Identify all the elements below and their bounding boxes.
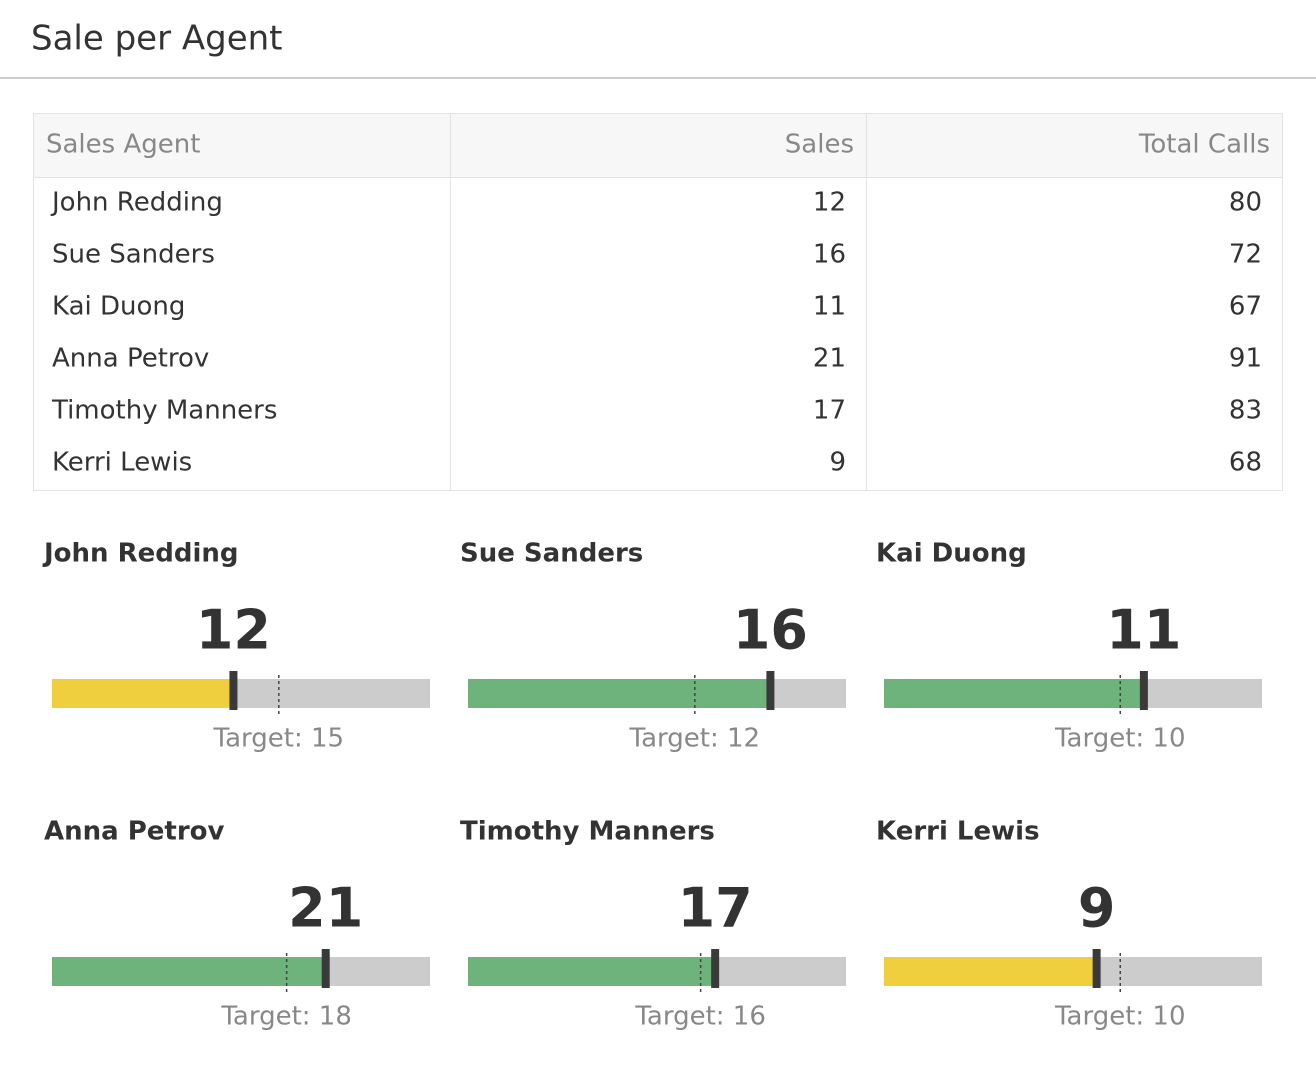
gauge-bar bbox=[52, 957, 326, 986]
gauge-bar bbox=[52, 679, 234, 708]
target-label: Target: 16 bbox=[634, 1002, 766, 1032]
table-header-bg bbox=[34, 114, 1282, 177]
column-header: Sales bbox=[785, 130, 854, 160]
gauge-name: Timothy Manners bbox=[460, 817, 715, 847]
value-marker bbox=[229, 671, 238, 710]
table-cell: Kerri Lewis bbox=[52, 448, 192, 478]
table-cell: 11 bbox=[813, 292, 846, 322]
gauge-value: 9 bbox=[1078, 877, 1116, 940]
table-cell: 21 bbox=[813, 344, 846, 374]
target-label: Target: 15 bbox=[213, 724, 345, 754]
value-marker bbox=[1139, 671, 1148, 710]
table-cell: 83 bbox=[1229, 396, 1262, 426]
table-cell: 91 bbox=[1229, 344, 1262, 374]
gauge-name: Kerri Lewis bbox=[876, 817, 1040, 847]
gauge-name: John Redding bbox=[42, 539, 239, 569]
column-header: Sales Agent bbox=[46, 130, 200, 160]
table-cell: 16 bbox=[813, 240, 846, 270]
gauge-bar bbox=[884, 679, 1144, 708]
value-marker bbox=[766, 671, 775, 710]
page-title: Sale per Agent bbox=[31, 19, 283, 59]
table-cell: John Redding bbox=[50, 188, 223, 218]
gauge-bar bbox=[884, 957, 1097, 986]
value-marker bbox=[321, 949, 330, 988]
gauge-bar bbox=[468, 957, 716, 986]
gauge-value: 17 bbox=[678, 877, 753, 940]
value-marker bbox=[1092, 949, 1101, 988]
table-cell: 72 bbox=[1229, 240, 1262, 270]
gauge-value: 16 bbox=[733, 599, 808, 662]
gauge-value: 12 bbox=[196, 599, 271, 662]
table-cell: 68 bbox=[1229, 448, 1262, 478]
table-cell: 12 bbox=[813, 188, 846, 218]
table-cell: 9 bbox=[829, 448, 846, 478]
gauge-name: Sue Sanders bbox=[460, 539, 643, 569]
column-header: Total Calls bbox=[1138, 130, 1270, 160]
gauge-value: 21 bbox=[288, 877, 363, 940]
gauge-name: Anna Petrov bbox=[44, 817, 225, 847]
value-marker bbox=[711, 949, 720, 988]
target-label: Target: 10 bbox=[1054, 724, 1186, 754]
table-cell: 80 bbox=[1229, 188, 1262, 218]
table-cell: Timothy Manners bbox=[51, 396, 277, 426]
target-label: Target: 18 bbox=[220, 1002, 352, 1032]
table-cell: Sue Sanders bbox=[52, 240, 215, 270]
gauge-value: 11 bbox=[1106, 599, 1181, 662]
gauge-bar bbox=[468, 679, 771, 708]
target-label: Target: 12 bbox=[629, 724, 761, 754]
table-cell: 67 bbox=[1229, 292, 1262, 322]
table-cell: Kai Duong bbox=[52, 292, 185, 322]
table-cell: 17 bbox=[813, 396, 846, 426]
target-label: Target: 10 bbox=[1054, 1002, 1186, 1032]
table-cell: Anna Petrov bbox=[52, 344, 209, 374]
gauge-name: Kai Duong bbox=[876, 539, 1027, 569]
